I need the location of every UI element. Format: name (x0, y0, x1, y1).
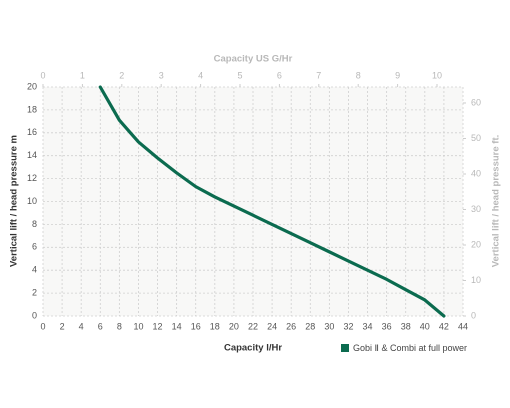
y2-tick-label: 40 (471, 168, 481, 178)
y2-tick-label: 10 (471, 275, 481, 285)
x-tick-label: 32 (343, 321, 353, 331)
y-tick-label: 2 (32, 287, 37, 297)
y2-tick-label: 50 (471, 133, 481, 143)
x-tick-label: 28 (305, 321, 315, 331)
x2-tick-label: 1 (80, 70, 85, 80)
y2-tick-label: 30 (471, 204, 481, 214)
y2-tick-label: 20 (471, 239, 481, 249)
x-tick-label: 0 (40, 321, 45, 331)
x-tick-label: 26 (286, 321, 296, 331)
x-tick-label: 36 (382, 321, 392, 331)
y-tick-label: 14 (27, 150, 37, 160)
x-tick-label: 2 (60, 321, 65, 331)
x-tick-label: 30 (324, 321, 334, 331)
x-tick-label: 4 (79, 321, 84, 331)
x-tick-label: 10 (133, 321, 143, 331)
x-tick-label: 44 (458, 321, 468, 331)
x2-axis-title: Capacity US G/Hr (214, 54, 293, 65)
x2-tick-label: 8 (356, 70, 361, 80)
y2-tick-label: 0 (471, 310, 476, 320)
y-tick-label: 4 (32, 265, 37, 275)
x-tick-label: 42 (439, 321, 449, 331)
x2-tick-label: 0 (40, 70, 45, 80)
y-tick-label: 18 (27, 104, 37, 114)
x-tick-label: 34 (363, 321, 373, 331)
legend-swatch (341, 344, 349, 352)
y2-tick-label: 60 (471, 97, 481, 107)
x-axis-title: Capacity l/Hr (224, 343, 282, 354)
x-tick-label: 16 (191, 321, 201, 331)
x-tick-label: 38 (401, 321, 411, 331)
y-tick-label: 6 (32, 242, 37, 252)
x-tick-label: 18 (210, 321, 220, 331)
x-tick-label: 12 (153, 321, 163, 331)
x-tick-label: 24 (267, 321, 277, 331)
x2-tick-label: 9 (395, 70, 400, 80)
y-tick-label: 10 (27, 196, 37, 206)
x-tick-label: 8 (117, 321, 122, 331)
x2-tick-label: 6 (277, 70, 282, 80)
x2-tick-label: 3 (159, 70, 164, 80)
y-tick-label: 0 (32, 310, 37, 320)
x2-tick-label: 4 (198, 70, 203, 80)
y2-axis-title: Vertical lift / head pressure ft. (491, 135, 502, 268)
x2-tick-label: 2 (119, 70, 124, 80)
x-tick-label: 22 (248, 321, 258, 331)
x2-tick-label: 7 (316, 70, 321, 80)
x2-tick-label: 10 (432, 70, 442, 80)
y-axis-title: Vertical lift / head pressure m (9, 135, 20, 267)
x-tick-label: 40 (420, 321, 430, 331)
y-tick-label: 16 (27, 127, 37, 137)
y-tick-label: 12 (27, 173, 37, 183)
data-line (98, 85, 446, 318)
x2-tick-label: 5 (237, 70, 242, 80)
legend-label: Gobi Ⅱ & Combi at full power (353, 343, 467, 353)
y-tick-label: 20 (27, 81, 37, 91)
x-tick-label: 20 (229, 321, 239, 331)
x-tick-label: 6 (98, 321, 103, 331)
y-tick-label: 8 (32, 219, 37, 229)
x-tick-label: 14 (172, 321, 182, 331)
